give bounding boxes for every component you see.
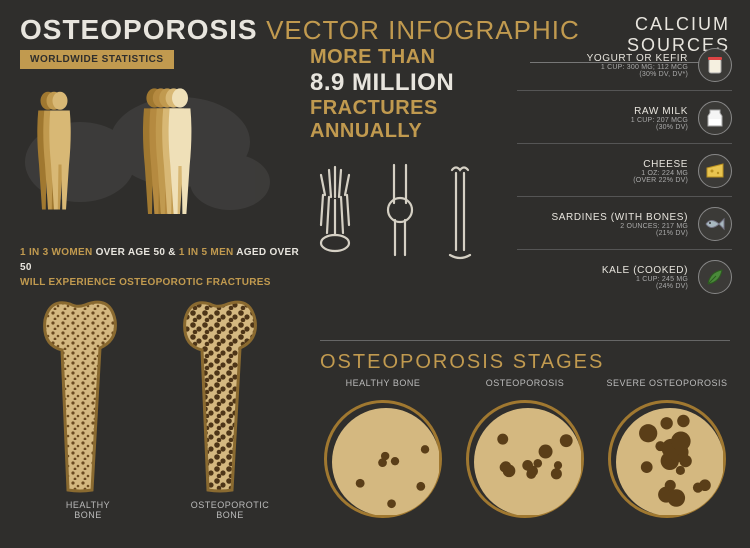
bone-density-icon	[608, 400, 726, 518]
skeleton-icons	[310, 155, 490, 255]
stages-row: HEALTHY BONE OSTEOPOROSIS SEVERE OSTEOPORO…	[320, 378, 730, 518]
calcium-text: KALE (COOKED)1 CUP: 245 MG(24% DV)	[602, 265, 688, 290]
calcium-text: SARDINES (WITH BONES)2 OUNCES: 217 MG(21…	[552, 212, 689, 237]
stage: OSTEOPOROSIS	[462, 378, 588, 518]
stage: SEVERE OSTEOPOROSIS	[604, 378, 730, 518]
calcium-list: YOGURT OR KEFIR1 CUP: 300 MG; 112 MCG(30…	[517, 48, 732, 312]
calcium-text: CHEESE1 OZ: 224 MG(OVER 22% DV)	[633, 159, 688, 184]
stage-label: OSTEOPOROSIS	[462, 378, 588, 390]
calcium-item: SARDINES (WITH BONES)2 OUNCES: 217 MG(21…	[517, 207, 732, 250]
healthy-bone-label: HEALTHYBONE	[48, 500, 128, 520]
cheese-icon	[698, 154, 732, 188]
title: OSTEOPOROSIS VECTOR INFOGRAPHIC	[20, 14, 580, 46]
statistic-text: 1 IN 3 WOMEN OVER AGE 50 & 1 IN 5 MEN AG…	[20, 245, 300, 290]
calcium-item: KALE (COOKED)1 CUP: 245 MG(24% DV)	[517, 260, 732, 302]
calcium-text: YOGURT OR KEFIR1 CUP: 300 MG; 112 MCG(30…	[587, 53, 688, 78]
stage-label: SEVERE OSTEOPOROSIS	[604, 378, 730, 390]
bone-comparison: HEALTHYBONE OSTEOPOROTICBONE	[20, 290, 300, 530]
worldwide-badge: WORLDWIDE STATISTICS	[20, 50, 174, 69]
milk-icon	[698, 101, 732, 135]
fish-icon	[698, 207, 732, 241]
fractures-headline: MORE THAN 8.9 MILLION FRACTURES ANNUALLY	[310, 46, 510, 143]
calcium-item: YOGURT OR KEFIR1 CUP: 300 MG; 112 MCG(30…	[517, 48, 732, 91]
osteoporotic-bone-label: OSTEOPOROTICBONE	[185, 500, 275, 520]
title-main: OSTEOPOROSIS	[20, 14, 258, 45]
leaf-icon	[698, 260, 732, 294]
calcium-item: CHEESE1 OZ: 224 MG(OVER 22% DV)	[517, 154, 732, 197]
stage-label: HEALTHY BONE	[320, 378, 446, 390]
bones-icon	[310, 155, 490, 265]
population-figures	[20, 72, 280, 242]
calcium-text: RAW MILK1 CUP: 207 MCG(30% DV)	[631, 106, 688, 131]
femur-bones-icon	[20, 290, 300, 530]
bone-density-icon	[324, 400, 442, 518]
calcium-item: RAW MILK1 CUP: 207 MCG(30% DV)	[517, 101, 732, 144]
bone-density-icon	[466, 400, 584, 518]
stages-header: OSTEOPOROSIS STAGES	[320, 340, 730, 374]
silhouettes-icon	[20, 72, 280, 242]
stage: HEALTHY BONE	[320, 378, 446, 518]
yogurt-icon	[698, 48, 732, 82]
